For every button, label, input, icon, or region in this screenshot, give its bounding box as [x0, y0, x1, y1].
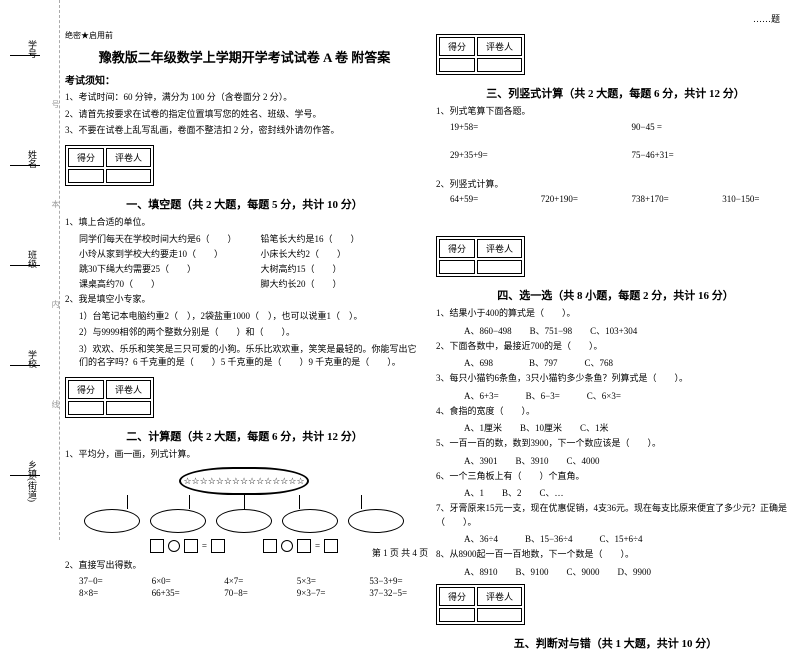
q2-line: 1）台笔记本电脑约重2（ ），2袋盐重1000（ ），也可以说重1（ ）。 — [65, 310, 424, 324]
mc-options: A、3901 B、3910 C、4000 — [436, 454, 795, 467]
mc-question: 2、下面各数中，最接近700的是（ ）。 — [436, 340, 795, 354]
mc-options: A、860−498 B、751−98 C、103+304 — [436, 324, 795, 337]
vlabel: 乡镇(街道) — [26, 460, 39, 502]
s3-q1: 1、列式笔算下面各题。 — [436, 105, 795, 119]
vdash: 本 — [50, 200, 61, 208]
notice-line: 1、考试时间：60 分钟，满分为 100 分（含卷面分 2 分）。 — [65, 91, 424, 105]
calc-row: 37−0=6×0=4×7=5×3=53−3+9= — [65, 576, 424, 586]
hline — [10, 265, 40, 266]
connector — [244, 495, 245, 509]
hline — [10, 365, 40, 366]
exam-title: 豫教版二年级数学上学期开学考试试卷 A 卷 附答案 — [65, 47, 424, 66]
section-5-title: 五、判断对与错（共 1 大题，共计 10 分） — [436, 635, 795, 651]
mc-options: A、1 B、2 C、… — [436, 486, 795, 499]
score-label: 得分 — [68, 380, 104, 399]
page-footer: 第 1 页 共 4 页 — [0, 546, 800, 559]
q1-row: 小玲从家到学校大约要走10（ ）小床长大约2（ ） — [65, 247, 424, 260]
mc-options: A、36÷4 B、15−36÷4 C、15+6÷4 — [436, 532, 795, 545]
mc-question: 5、一百一百的数，数到3900，下一个数应该是（ ）。 — [436, 437, 795, 451]
mc-question: 4、食指的宽度（ ）。 — [436, 405, 795, 419]
section-3-title: 三、列竖式计算（共 2 大题，每题 6 分，共计 12 分） — [436, 85, 795, 101]
s2-q1: 1、平均分，画一画，列式计算。 — [65, 448, 424, 462]
oval — [348, 509, 404, 533]
page-body: 绝密★启用前 豫教版二年级数学上学期开学考试试卷 A 卷 附答案 考试须知： 1… — [65, 30, 795, 655]
score-label: 得分 — [68, 148, 104, 167]
calc-row: 29+35+9=75−46+31= — [436, 150, 795, 160]
mc-question: 3、每只小猫钓6条鱼，3只小猫钓多少条鱼？列算式是（ ）。 — [436, 372, 795, 386]
connector — [189, 495, 190, 509]
grader-label: 评卷人 — [106, 148, 151, 167]
calc-row: 19+58=90−45 = — [436, 122, 795, 132]
mc-options: A、6+3= B、6−3= C、6×3= — [436, 389, 795, 402]
connector — [361, 495, 362, 509]
connector — [127, 495, 128, 509]
mc-options: A、698 B、797 C、768 — [436, 356, 795, 369]
oval — [84, 509, 140, 533]
hline — [10, 475, 40, 476]
calc-row: 64+59=720+190=738+170=310−150= — [436, 194, 795, 204]
q2: 2、我是填空小专家。 — [65, 293, 424, 307]
s3-q2: 2、列竖式计算。 — [436, 178, 795, 192]
score-label: 得分 — [439, 239, 475, 258]
score-box: 得分评卷人 — [65, 145, 154, 186]
hline — [10, 165, 40, 166]
connector — [299, 495, 300, 509]
s2-q2: 2、直接写出得数。 — [65, 559, 424, 573]
score-label: 得分 — [439, 587, 475, 606]
section-1-title: 一、填空题（共 2 大题，每题 5 分，共计 10 分） — [65, 196, 424, 212]
notice-line: 3、不要在试卷上乱写乱画，卷面不整洁扣 2 分，密封线外请勿作答。 — [65, 124, 424, 138]
score-box: 得分评卷人 — [436, 236, 525, 277]
mc-question: 7、牙膏原来15元一支，现在优惠促销，4支36元。现在每支比原来便宜了多少元？正… — [436, 502, 795, 529]
mc-question: 6、一个三角板上有（ ）个直角。 — [436, 470, 795, 484]
mc-options: A、1厘米 B、10厘米 C、1米 — [436, 421, 795, 434]
vdash: 线 — [50, 400, 61, 408]
notice-line: 2、请首先按要求在试卷的指定位置填写您的姓名、班级、学号。 — [65, 108, 424, 122]
notice-heading: 考试须知： — [65, 72, 424, 87]
q1-row: 跳30下绳大约需要25（ ）大树高约15（ ） — [65, 262, 424, 275]
q1-row: 课桌高约70（ ）脚大约长20（ ） — [65, 277, 424, 290]
binding-sidebar: 学号 号 姓名 本 班级 内 学校 线 乡镇(街道) — [0, 0, 60, 540]
score-label: 得分 — [439, 37, 475, 56]
oval — [282, 509, 338, 533]
mc-options: A、8910 B、9100 C、9000 D、9900 — [436, 565, 795, 578]
star-diagram: ☆☆☆☆☆☆☆☆☆☆☆☆☆☆☆ = = — [79, 467, 409, 553]
grader-label: 评卷人 — [477, 587, 522, 606]
secret-mark: 绝密★启用前 — [65, 30, 424, 41]
q1: 1、填上合适的单位。 — [65, 216, 424, 230]
grader-label: 评卷人 — [106, 380, 151, 399]
left-column: 绝密★启用前 豫教版二年级数学上学期开学考试试卷 A 卷 附答案 考试须知： 1… — [65, 30, 424, 655]
score-box: 得分评卷人 — [436, 34, 525, 75]
q2-line: 2）与9999相邻的两个整数分别是（ ）和（ ）。 — [65, 326, 424, 340]
right-column: 得分评卷人 三、列竖式计算（共 2 大题，每题 6 分，共计 12 分） 1、列… — [436, 30, 795, 655]
grader-label: 评卷人 — [477, 37, 522, 56]
vdash: 内 — [50, 300, 61, 308]
star-container: ☆☆☆☆☆☆☆☆☆☆☆☆☆☆☆ — [179, 467, 309, 495]
calc-row: 8×8=66+35=70−8=9×3−7=37−32−5= — [65, 588, 424, 598]
q1-row: 同学们每天在学校时间大约是6（ ）铅笔长大约是16（ ） — [65, 232, 424, 245]
top-right-label: ……题 — [753, 12, 780, 25]
grader-label: 评卷人 — [477, 239, 522, 258]
oval — [150, 509, 206, 533]
section-2-title: 二、计算题（共 2 大题，每题 6 分，共计 12 分） — [65, 428, 424, 444]
q2-line: 3）欢欢、乐乐和笑笑是三只可爱的小狗。乐乐比欢欢重，笑笑是最轻的。你能写出它们的… — [65, 343, 424, 370]
vdash: 号 — [50, 100, 61, 108]
mc-question: 1、结果小于400的算式是（ ）。 — [436, 307, 795, 321]
oval — [216, 509, 272, 533]
section-4-title: 四、选一选（共 8 小题，每题 2 分，共计 16 分） — [436, 287, 795, 303]
score-box: 得分评卷人 — [436, 584, 525, 625]
hline — [10, 55, 40, 56]
score-box: 得分评卷人 — [65, 377, 154, 418]
